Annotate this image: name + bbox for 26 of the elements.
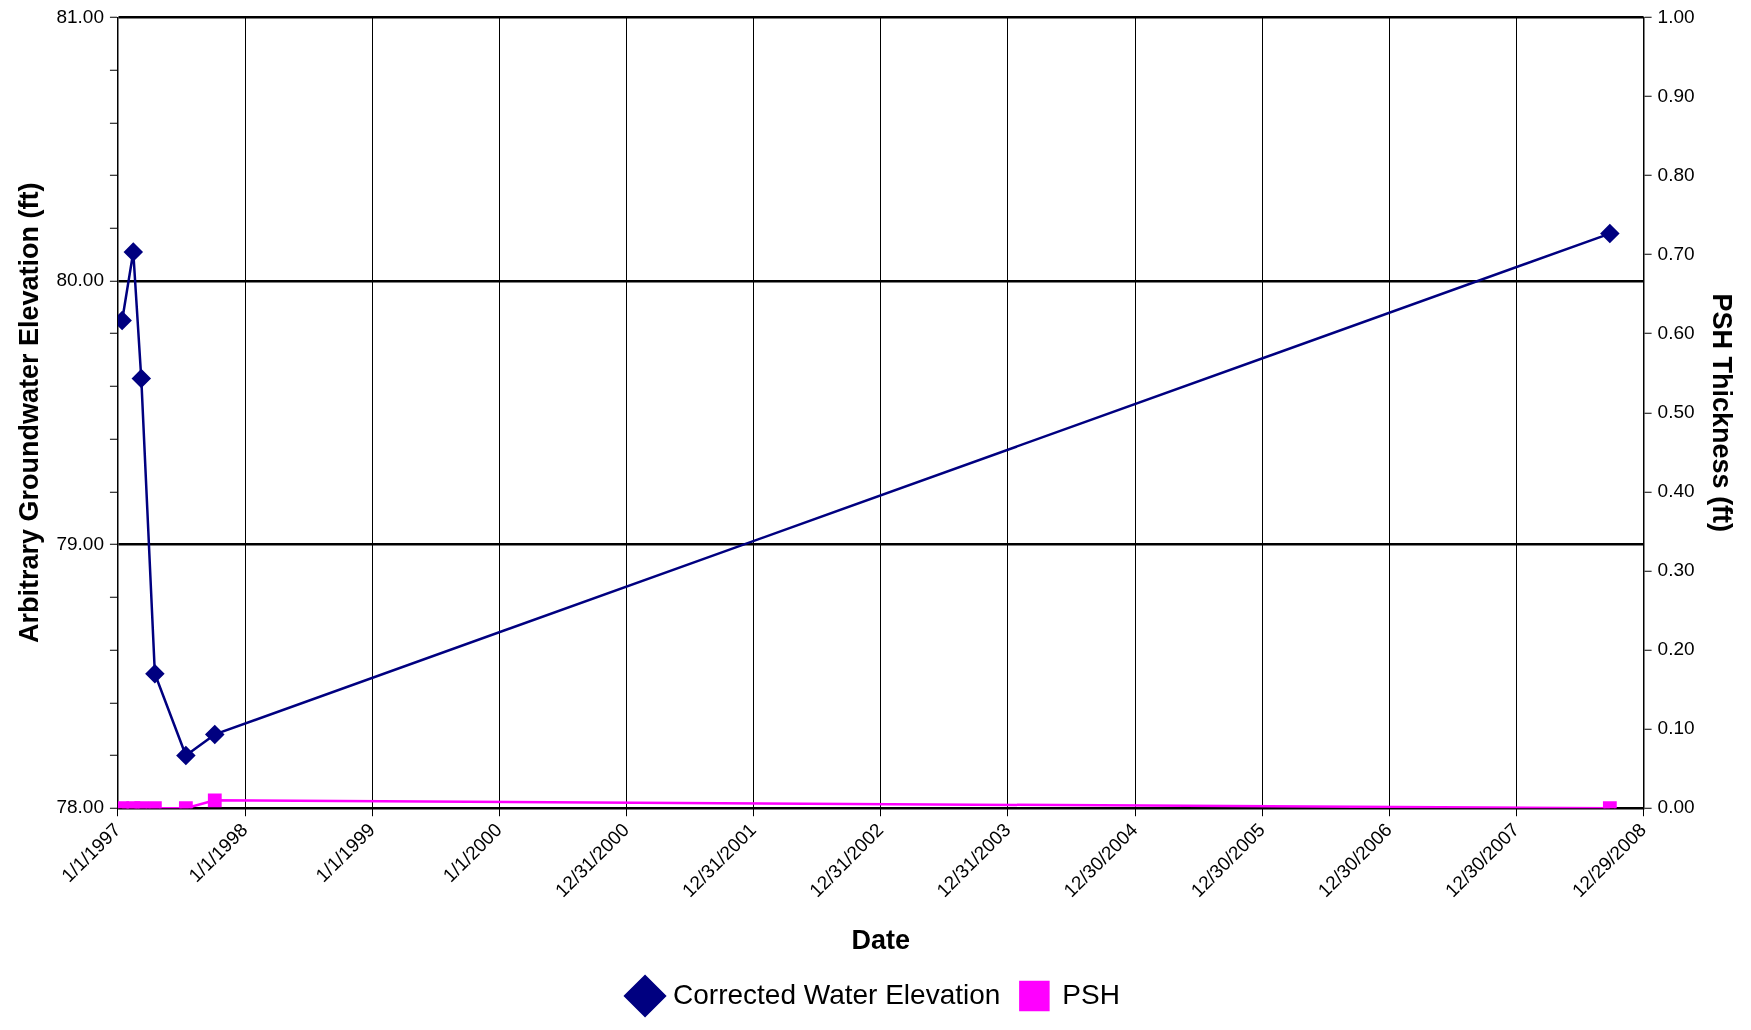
y-tick-label: 78.00: [56, 796, 104, 818]
y2-tick-label: 0.20: [1657, 638, 1695, 660]
y2-tick-label: 0.60: [1657, 321, 1695, 343]
y2-tick-label: 0.80: [1657, 163, 1695, 185]
y2-tick-label: 0.30: [1657, 559, 1695, 581]
y-tick-label: 79.00: [56, 532, 104, 554]
x-axis-title: Date: [851, 925, 911, 956]
point: [1600, 224, 1620, 243]
y2-tick-label: 1.00: [1657, 5, 1695, 27]
legend-label: PSH: [1062, 978, 1120, 1010]
y2-tick-label: 0.70: [1657, 242, 1695, 264]
point: [205, 725, 225, 744]
y2-tick-label: 0.10: [1657, 717, 1695, 739]
y-tick-label: 81.00: [56, 5, 104, 27]
y-axis-title: Arbitrary Groundwater Elevation (ft): [13, 182, 44, 644]
y2-tick-label: 0.90: [1657, 84, 1695, 106]
legend-label: Corrected Water Elevation: [673, 978, 1001, 1010]
y2-axis-title: PSH Thickness (ft): [1707, 293, 1738, 533]
point: [145, 664, 165, 684]
point: [124, 242, 143, 262]
y2-tick-label: 0.50: [1657, 401, 1695, 423]
point: [176, 746, 196, 765]
y2-tick-label: 0.00: [1657, 796, 1695, 818]
point: [132, 369, 151, 388]
y-tick-label: 80.00: [56, 269, 104, 291]
y2-tick-label: 0.40: [1657, 480, 1695, 502]
